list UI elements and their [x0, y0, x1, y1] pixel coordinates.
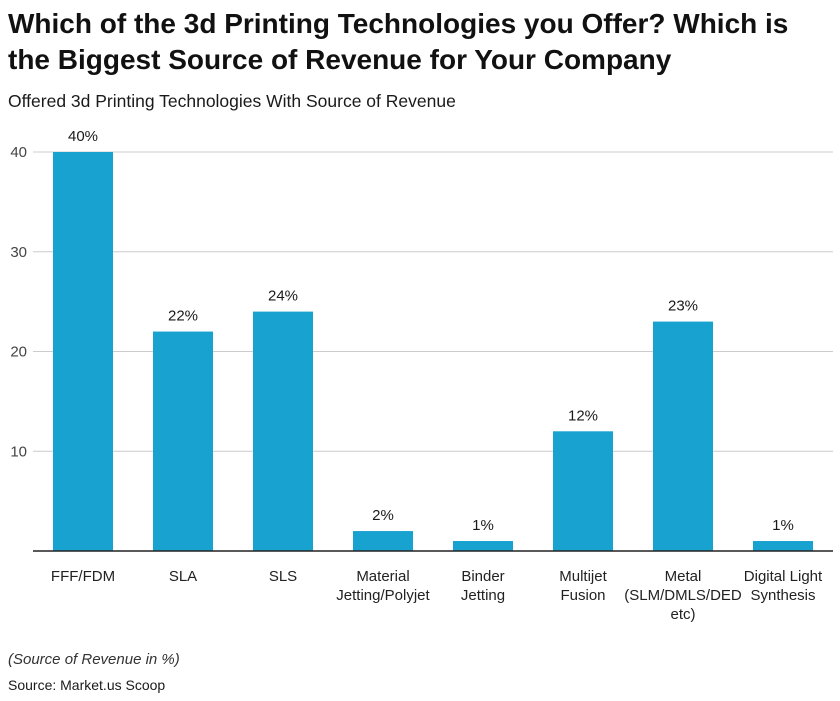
bar — [353, 531, 413, 551]
x-tick-label-line: SLS — [269, 568, 297, 585]
x-tick-label: Metal (SLM/DMLS/DED etc) — [624, 568, 742, 623]
x-tick-label: Binder Jetting — [461, 568, 505, 604]
x-tick-label-line: Binder — [461, 568, 504, 585]
x-tick-label-line: Synthesis — [750, 587, 815, 604]
x-tick-label-line: FFF/FDM — [51, 568, 115, 585]
x-tick-label-line: etc) — [670, 606, 695, 623]
bar — [53, 152, 113, 551]
x-tick-label-line: Jetting/Polyjet — [336, 587, 430, 604]
bar — [453, 541, 513, 551]
x-tick-label: Material Jetting/Polyjet — [336, 568, 430, 604]
chart-subtitle: Offered 3d Printing Technologies With So… — [8, 91, 456, 111]
data-label: 24% — [268, 288, 298, 305]
x-tick-label: Multijet Fusion — [559, 568, 607, 604]
x-tick-label-line: Jetting — [461, 587, 505, 604]
bar — [653, 321, 713, 551]
bars — [53, 152, 813, 551]
y-axis-ticks: 10 20 30 40 — [10, 144, 27, 460]
y-tick-label: 10 — [10, 443, 27, 460]
bar — [153, 331, 213, 551]
source-credit: Source: Market.us Scoop — [8, 677, 166, 693]
x-tick-label-line: Multijet — [559, 568, 607, 585]
x-tick-label: SLS — [269, 568, 297, 585]
bar — [253, 311, 313, 551]
x-tick-label: SLA — [169, 568, 197, 585]
y-tick-label: 20 — [10, 344, 27, 361]
data-label: 23% — [668, 298, 698, 315]
data-label: 1% — [472, 517, 494, 534]
x-tick-label-line: Digital Light — [744, 568, 823, 585]
data-label: 2% — [372, 507, 394, 524]
data-label: 1% — [772, 517, 794, 534]
x-tick-label-line: (SLM/DMLS/DED — [624, 587, 742, 604]
x-tick-label: Digital Light Synthesis — [744, 568, 823, 604]
y-tick-label: 30 — [10, 244, 27, 261]
x-tick-label-line: SLA — [169, 568, 197, 585]
data-labels: 40% 22% 24% 2% 1% 12% 23% 1% — [68, 128, 794, 534]
y-tick-label: 40 — [10, 144, 27, 161]
x-tick-label-line: Material — [356, 568, 409, 585]
x-tick-label-line: Metal — [665, 568, 702, 585]
bar — [753, 541, 813, 551]
bar-chart: 10 20 30 40 40% 22% 24% 2% 1% 12% 23% 1% FFF/FDM SL… — [10, 128, 833, 623]
data-label: 22% — [168, 308, 198, 325]
bar — [553, 431, 613, 551]
x-tick-label-line: Fusion — [560, 587, 605, 604]
data-label: 12% — [568, 407, 598, 424]
data-label: 40% — [68, 128, 98, 145]
chart-title: Which of the 3d Printing Technologies yo… — [8, 8, 789, 75]
x-axis-categories: FFF/FDM SLA SLS Material Jetting/Polyjet Bind… — [51, 568, 823, 623]
unit-note: (Source of Revenue in %) — [8, 651, 180, 668]
x-tick-label: FFF/FDM — [51, 568, 115, 585]
